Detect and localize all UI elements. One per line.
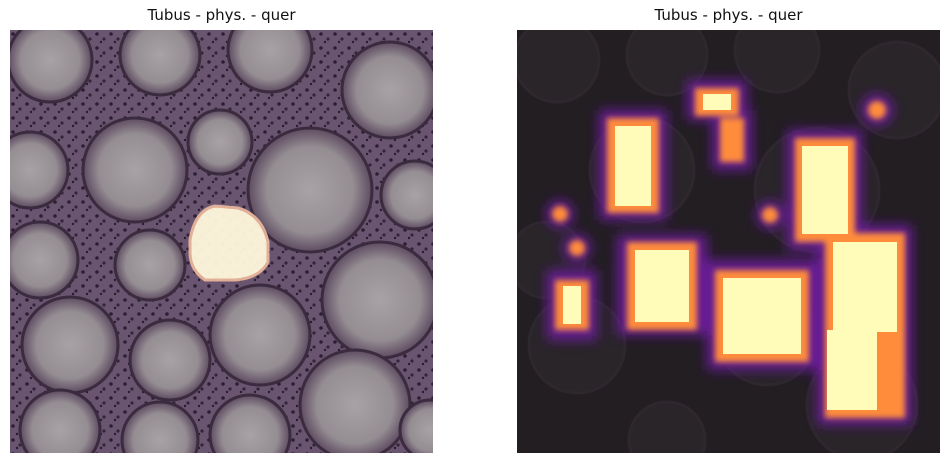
crypt-group <box>10 30 433 453</box>
heatmap-panel <box>517 30 940 453</box>
heat-hot <box>563 94 897 410</box>
heatmap-image <box>517 30 940 453</box>
left-panel-title: Tubus - phys. - quer <box>147 6 296 24</box>
right-panel-title: Tubus - phys. - quer <box>654 6 803 24</box>
histology-image-panel <box>10 30 433 453</box>
histology-image <box>10 30 433 453</box>
highlighted-crypt <box>188 204 270 282</box>
